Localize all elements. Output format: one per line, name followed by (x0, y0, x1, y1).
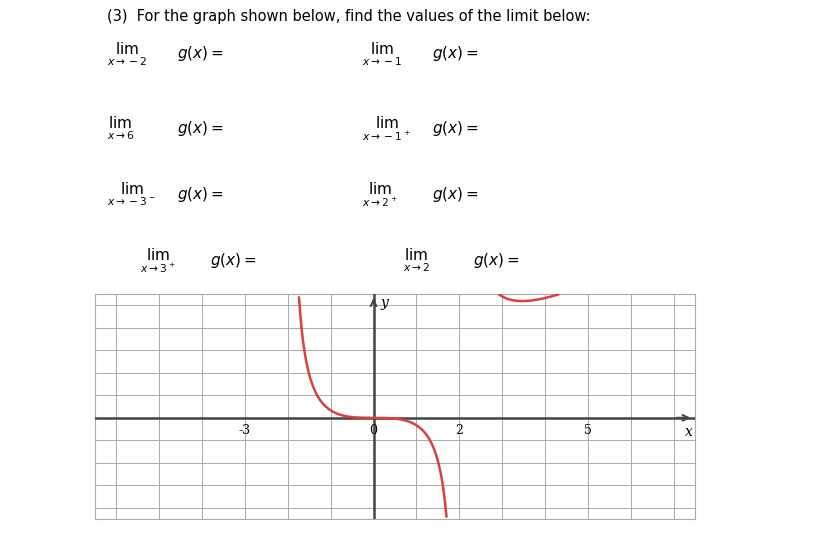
Text: x: x (685, 425, 693, 439)
Text: 0: 0 (370, 424, 378, 437)
Text: $g(x) =$: $g(x) =$ (210, 251, 257, 270)
Text: $\underset{x\to-3^-}{\lim}$: $\underset{x\to-3^-}{\lim}$ (107, 181, 156, 208)
Text: $\underset{x\to-2}{\lim}$: $\underset{x\to-2}{\lim}$ (107, 40, 147, 67)
Text: 5: 5 (584, 424, 592, 437)
Text: 2: 2 (455, 424, 463, 437)
Text: $\underset{x\to2^+}{\lim}$: $\underset{x\to2^+}{\lim}$ (362, 181, 398, 209)
Text: $g(x) =$: $g(x) =$ (432, 44, 479, 64)
Text: $\underset{x\to3^+}{\lim}$: $\underset{x\to3^+}{\lim}$ (140, 247, 175, 275)
Text: $\underset{x\to-1^+}{\lim}$: $\underset{x\to-1^+}{\lim}$ (362, 114, 411, 143)
Text: y: y (380, 296, 388, 310)
Text: $g(x) =$: $g(x) =$ (177, 119, 224, 139)
Text: $\underset{x\to2}{\lim}$: $\underset{x\to2}{\lim}$ (403, 247, 430, 274)
Text: $g(x) =$: $g(x) =$ (473, 251, 520, 270)
Text: $\underset{x\to6}{\lim}$: $\underset{x\to6}{\lim}$ (107, 115, 135, 142)
Text: $\underset{x\to-1}{\lim}$: $\underset{x\to-1}{\lim}$ (362, 40, 402, 67)
Text: -3: -3 (239, 424, 251, 437)
Text: $g(x) =$: $g(x) =$ (177, 44, 224, 64)
Text: $g(x) =$: $g(x) =$ (432, 185, 479, 204)
Text: $g(x) =$: $g(x) =$ (432, 119, 479, 139)
Text: $g(x) =$: $g(x) =$ (177, 185, 224, 204)
Text: (3)  For the graph shown below, find the values of the limit below:: (3) For the graph shown below, find the … (107, 9, 591, 24)
